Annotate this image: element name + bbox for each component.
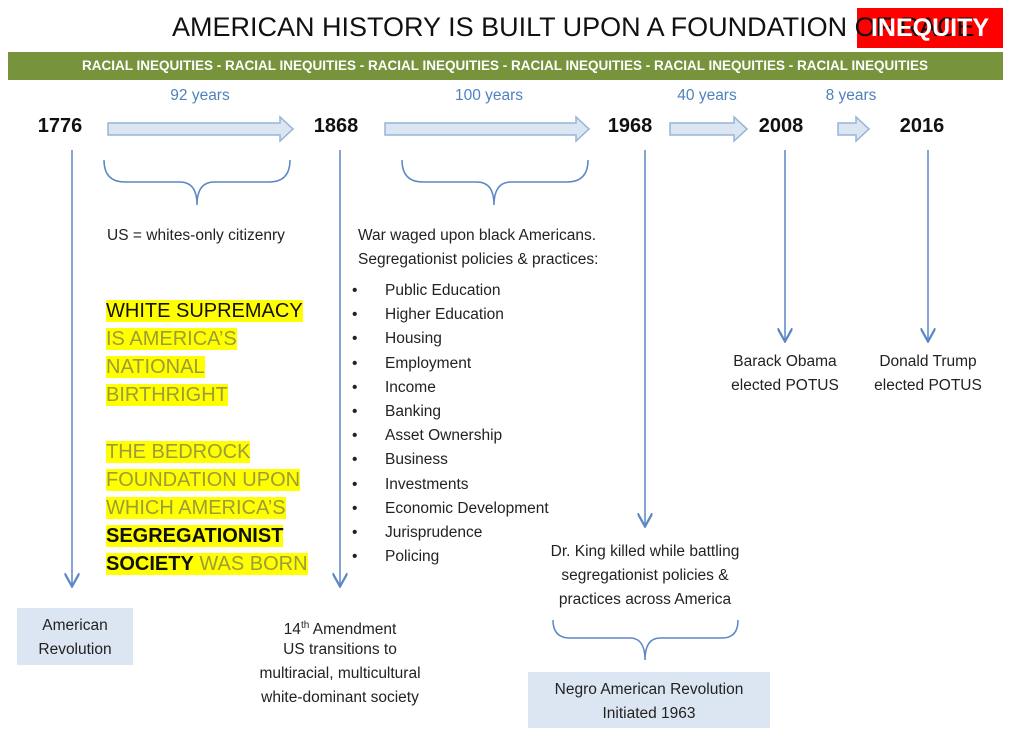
bullet: • xyxy=(352,548,358,566)
callout-text: WHITE SUPREMACY xyxy=(106,300,303,322)
callout-line: SEGREGATIONIST xyxy=(106,522,284,550)
bullet: • xyxy=(352,306,358,324)
negro-revolution-box xyxy=(528,672,770,728)
amendment-suffix: th xyxy=(300,620,310,631)
bullet: • xyxy=(352,282,358,299)
policy-item: Public Education xyxy=(385,282,501,299)
policy-item: Economic Development xyxy=(385,499,549,517)
amendment-title: 14th Amendment xyxy=(284,614,397,642)
bullet: • xyxy=(352,451,358,469)
callout-line: WHITE SUPREMACY xyxy=(106,297,303,325)
callout-text: FOUNDATION UPON xyxy=(106,469,301,491)
title: AMERICAN HISTORY IS BUILT UPON A FOUNDAT… xyxy=(172,12,975,42)
event-label: Donald Trump xyxy=(879,353,977,370)
event-label: multiracial, multicultural xyxy=(259,665,421,682)
bullet: • xyxy=(352,354,358,372)
event-label: Barack Obama xyxy=(733,353,837,370)
event-label: segregationist policies & xyxy=(561,567,729,584)
event-label: Revolution xyxy=(38,641,112,658)
policy-item: Income xyxy=(385,378,436,396)
event-label: Dr. King killed while battling xyxy=(550,543,740,560)
callout-line: BIRTHRIGHT xyxy=(106,381,228,409)
event-label: elected POTUS xyxy=(731,377,839,394)
event-label: Initiated 1963 xyxy=(602,705,696,722)
policy-item: Investments xyxy=(385,475,469,493)
amendment-number: 14 xyxy=(283,621,301,639)
event-label: American xyxy=(42,617,108,634)
drop-arrows xyxy=(72,150,928,585)
callout-text: WHICH AMERICA’S xyxy=(106,497,286,519)
event-label: practices across America xyxy=(558,591,732,608)
callout-line: SOCIETY WAS BORN xyxy=(106,550,308,578)
braces xyxy=(103,159,739,661)
war-note: Segregationist policies & practices: xyxy=(358,251,599,268)
block-arrows xyxy=(107,115,871,143)
callout-text: THE BEDROCK xyxy=(106,441,251,463)
year: 1968 xyxy=(607,115,653,137)
bullet: • xyxy=(352,403,358,420)
policy-item: Banking xyxy=(385,403,442,420)
callout-text: SOCIETY xyxy=(106,553,194,575)
year: 1868 xyxy=(313,115,359,137)
policy-item: Policing xyxy=(385,548,440,566)
banner-text: RACIAL INEQUITIES - RACIAL INEQUITIES - … xyxy=(81,58,929,73)
bullet: • xyxy=(352,378,358,396)
banner xyxy=(8,52,1003,80)
callout-text: BIRTHRIGHT xyxy=(106,384,228,406)
year: 2016 xyxy=(899,115,945,137)
bullet: • xyxy=(352,330,358,348)
war-note: War waged upon black Americans. xyxy=(358,227,597,244)
callout-line: FOUNDATION UPON xyxy=(106,466,301,494)
revolution-box xyxy=(17,608,133,665)
callout-text: WAS BORN xyxy=(193,553,308,575)
bullet: • xyxy=(352,475,358,493)
event-label: Negro American Revolution xyxy=(554,681,744,698)
inequity-box xyxy=(857,8,1003,48)
policy-item: Jurisprudence xyxy=(385,524,483,541)
callout-line: WHICH AMERICA’S xyxy=(106,494,286,522)
interval: 100 years xyxy=(454,87,524,104)
title-highlight: INEQUITY xyxy=(870,14,990,42)
year: 1776 xyxy=(37,115,83,137)
bullet: • xyxy=(352,499,358,517)
interval: 92 years xyxy=(170,87,230,104)
interval: 40 years xyxy=(677,87,737,104)
policy-item: Housing xyxy=(385,330,442,348)
callout-line: IS AMERICA’S xyxy=(106,325,237,353)
callout-line: NATIONAL xyxy=(106,353,205,381)
interval: 8 years xyxy=(825,87,877,104)
citizenry-note: US = whites-only citizenry xyxy=(107,227,285,244)
callout-line: THE BEDROCK xyxy=(106,438,251,466)
policy-item: Higher Education xyxy=(385,306,504,324)
callout-text: SEGREGATIONIST xyxy=(106,525,284,547)
event-label: elected POTUS xyxy=(874,377,982,394)
policy-item: Employment xyxy=(385,354,472,372)
bullet: • xyxy=(352,524,358,541)
callout-text: NATIONAL xyxy=(106,356,205,378)
bullet: • xyxy=(352,427,358,445)
policy-item: Asset Ownership xyxy=(385,427,503,445)
callout-text: IS AMERICA’S xyxy=(106,328,237,350)
year: 2008 xyxy=(758,115,804,137)
event-label: US transitions to xyxy=(283,641,397,658)
policy-item: Business xyxy=(385,451,448,469)
event-label: white-dominant society xyxy=(261,689,419,706)
amendment-rest: Amendment xyxy=(309,621,397,639)
